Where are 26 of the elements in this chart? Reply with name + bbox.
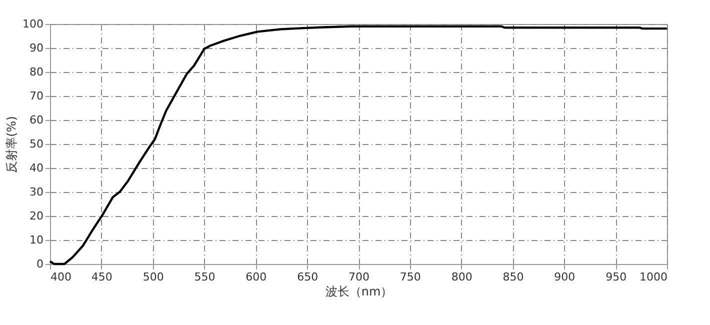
x-tick-label: 1000 xyxy=(640,270,668,284)
x-tick-label: 700 xyxy=(348,270,370,284)
x-axis-title: 波长（nm） xyxy=(325,284,393,298)
x-tick-label: 400 xyxy=(50,270,72,284)
y-tick-label: 60 xyxy=(30,114,44,126)
x-tick-label: 900 xyxy=(554,270,576,284)
x-tick-label: 950 xyxy=(606,270,627,284)
y-axis-title: 反射率(%) xyxy=(4,116,19,173)
y-tick-label: 90 xyxy=(30,42,44,54)
y-tick-label: 50 xyxy=(30,138,44,150)
y-tick-label: 0 xyxy=(36,258,44,270)
y-tick-label: 40 xyxy=(30,162,44,174)
y-tick-label: 100 xyxy=(22,18,44,30)
x-tick-label: 750 xyxy=(400,270,421,284)
y-tick-label: 70 xyxy=(30,90,44,102)
x-tick-label: 450 xyxy=(91,270,112,284)
x-tick-label: 850 xyxy=(502,270,524,284)
x-tick-label: 650 xyxy=(297,270,318,284)
y-tick-label: 10 xyxy=(30,234,44,246)
x-tick-label: 550 xyxy=(194,270,216,284)
y-tick-label: 30 xyxy=(30,186,44,198)
x-tick-label: 500 xyxy=(142,270,164,284)
y-tick-label: 80 xyxy=(30,66,44,78)
x-tick-label: 600 xyxy=(246,270,267,284)
x-tick-label: 800 xyxy=(451,270,472,284)
y-tick-label: 20 xyxy=(30,210,44,222)
